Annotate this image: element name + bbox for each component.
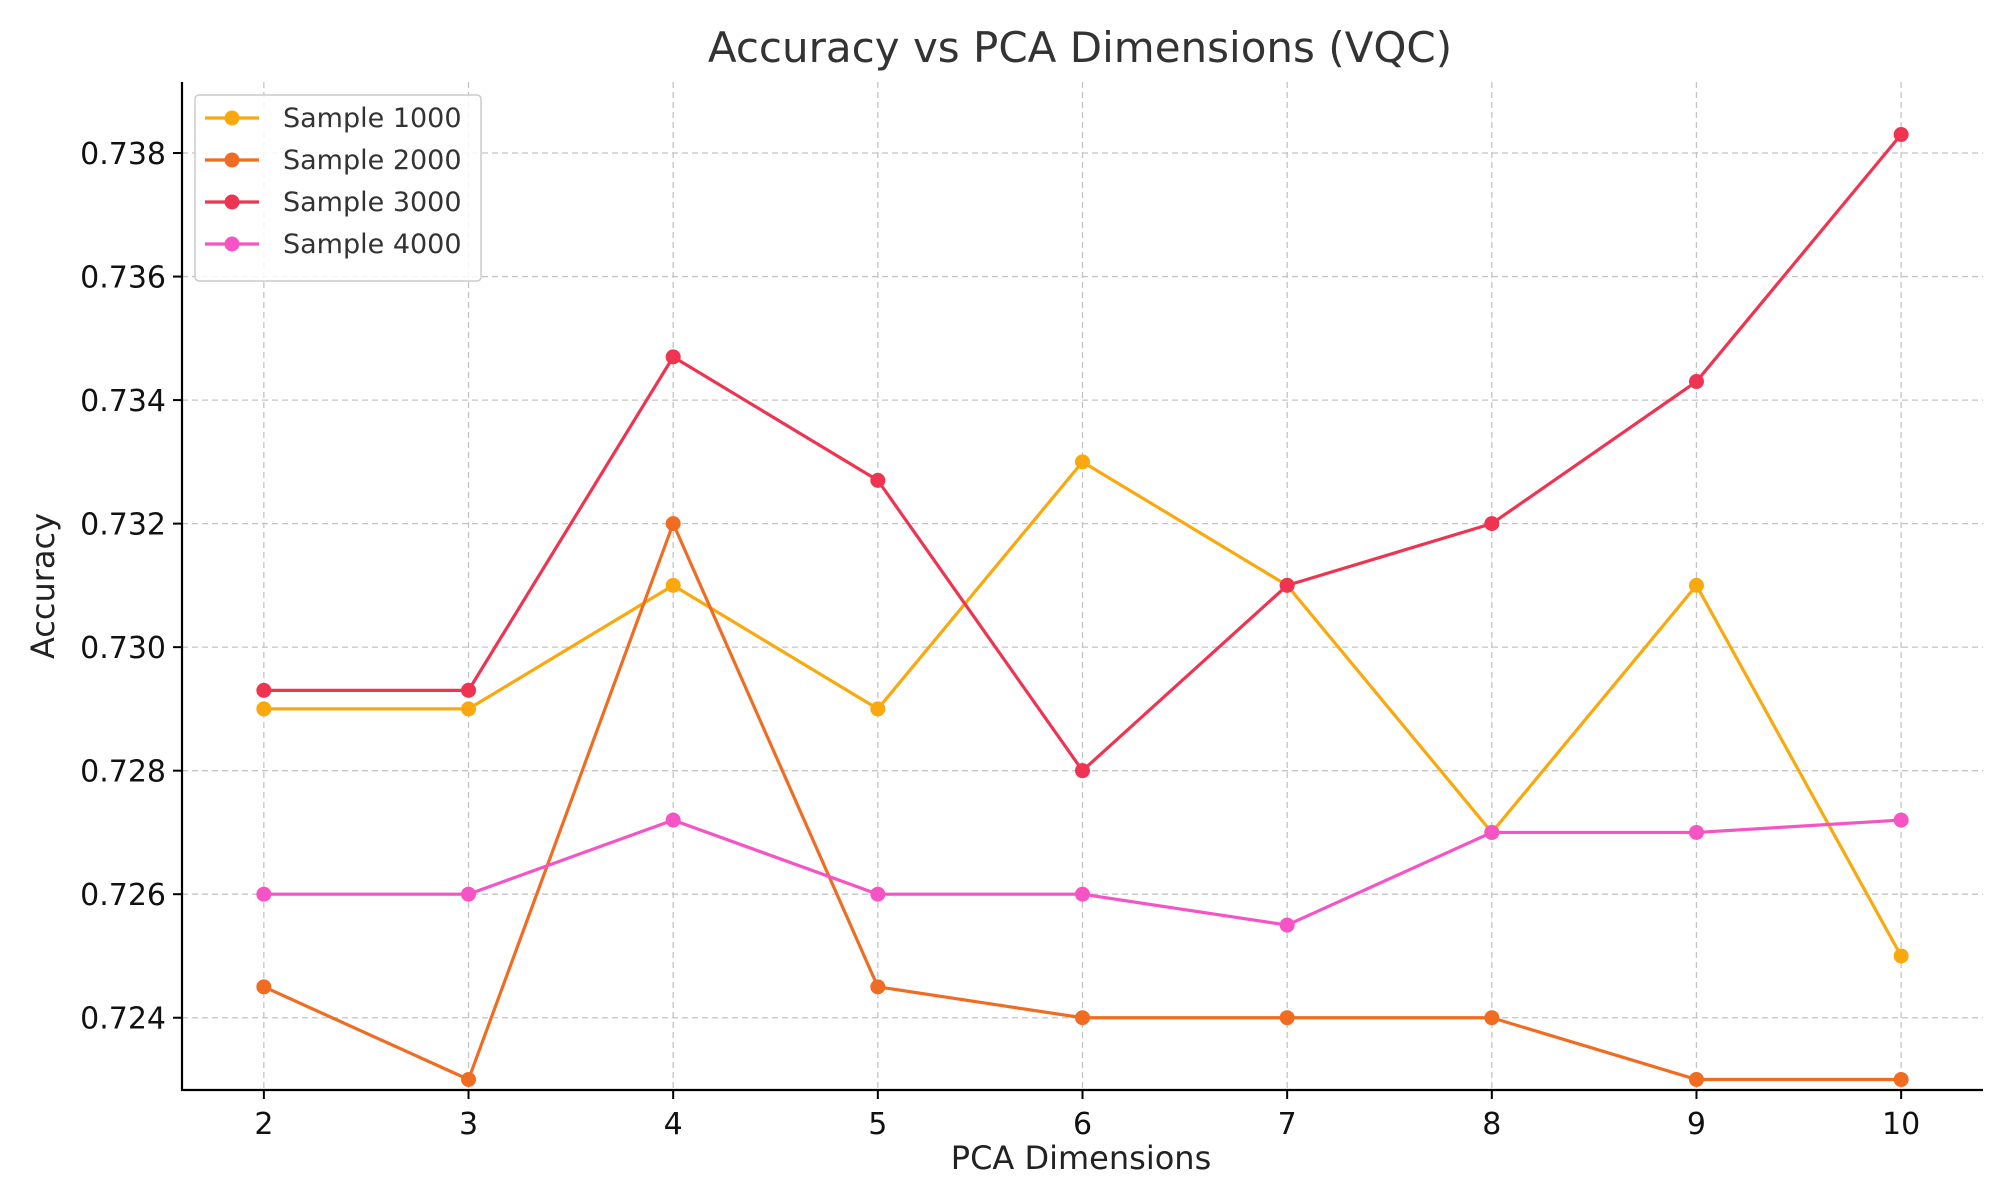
legend-swatch-marker	[224, 194, 240, 210]
y-tick-label: 0.724	[80, 1002, 166, 1037]
data-point	[870, 701, 886, 717]
data-point	[1688, 577, 1704, 593]
chart-title: Accuracy vs PCA Dimensions (VQC)	[708, 23, 1452, 72]
data-point	[870, 979, 886, 995]
data-point	[1279, 917, 1295, 933]
y-tick-label: 0.736	[80, 261, 166, 296]
x-tick-label: 4	[664, 1107, 683, 1142]
data-point	[461, 1072, 477, 1087]
data-point	[1688, 374, 1704, 390]
legend-label: Sample 2000	[283, 145, 462, 176]
data-point	[665, 577, 681, 593]
data-point	[1075, 886, 1090, 902]
legend-swatch-marker	[224, 152, 240, 168]
data-point	[1075, 1010, 1090, 1026]
legend-swatch-marker	[224, 110, 240, 126]
data-point	[256, 682, 272, 698]
legend: Sample 1000 Sample 2000 Sample 3000 Sample …	[194, 94, 482, 282]
data-point	[1893, 127, 1909, 142]
y-tick-label: 0.732	[80, 508, 166, 543]
y-tick-label: 0.726	[80, 878, 166, 913]
x-tick-label: 6	[1073, 1107, 1092, 1142]
x-tick-label: 8	[1482, 1107, 1501, 1142]
data-point	[1279, 1010, 1295, 1026]
data-point	[1688, 1072, 1704, 1087]
data-point	[1075, 763, 1090, 779]
series-2	[256, 516, 1909, 1087]
y-tick-label: 0.738	[80, 137, 166, 172]
x-tick-label: 7	[1278, 1107, 1297, 1142]
data-point	[665, 812, 681, 828]
legend-label: Sample 3000	[283, 187, 462, 218]
data-point	[1484, 824, 1500, 840]
axes: 2 3 4 5 6 7 8 9 10 0.724 0.726 0.728 0.730 0.732 0.734…	[80, 82, 1983, 1142]
data-point	[1893, 1072, 1909, 1087]
data-point	[461, 701, 477, 717]
y-tick-label: 0.730	[80, 631, 166, 666]
series-4	[256, 812, 1909, 933]
data-point	[461, 682, 477, 698]
legend-swatch-marker	[224, 236, 240, 252]
x-tick-label: 9	[1687, 1107, 1706, 1142]
data-point	[461, 886, 477, 902]
data-point	[665, 349, 681, 365]
legend-box	[194, 94, 482, 282]
data-point	[1279, 577, 1295, 593]
data-point	[1484, 1010, 1500, 1026]
series-3	[256, 127, 1909, 779]
x-axis-label: PCA Dimensions	[951, 1139, 1211, 1177]
y-tick-label: 0.734	[80, 384, 166, 419]
legend-label: Sample 1000	[283, 103, 462, 134]
data-point	[1075, 454, 1090, 470]
data-point	[256, 979, 272, 995]
legend-item: Sample 2000	[205, 145, 462, 176]
data-point	[1893, 812, 1909, 828]
y-tick-label: 0.728	[80, 755, 166, 790]
axis-spines	[180, 82, 1983, 1092]
legend-label: Sample 4000	[283, 229, 462, 260]
data-point	[256, 886, 272, 902]
data-point	[870, 886, 886, 902]
y-axis-label: Accuracy	[24, 513, 62, 659]
x-tick-label: 10	[1882, 1107, 1920, 1142]
data-point	[256, 701, 272, 717]
legend-item: Sample 3000	[205, 187, 462, 218]
legend-item: Sample 1000	[205, 103, 462, 134]
data-point	[1484, 516, 1500, 532]
data-point	[665, 516, 681, 532]
legend-item: Sample 4000	[205, 229, 462, 260]
grid	[182, 82, 1983, 1090]
x-tick-label: 3	[459, 1107, 478, 1142]
data-point	[1688, 824, 1704, 840]
data-point	[1893, 948, 1909, 964]
x-tick-label: 5	[868, 1107, 887, 1142]
x-tick-label: 2	[254, 1107, 273, 1142]
data-point	[870, 472, 886, 488]
series	[256, 127, 1909, 1087]
